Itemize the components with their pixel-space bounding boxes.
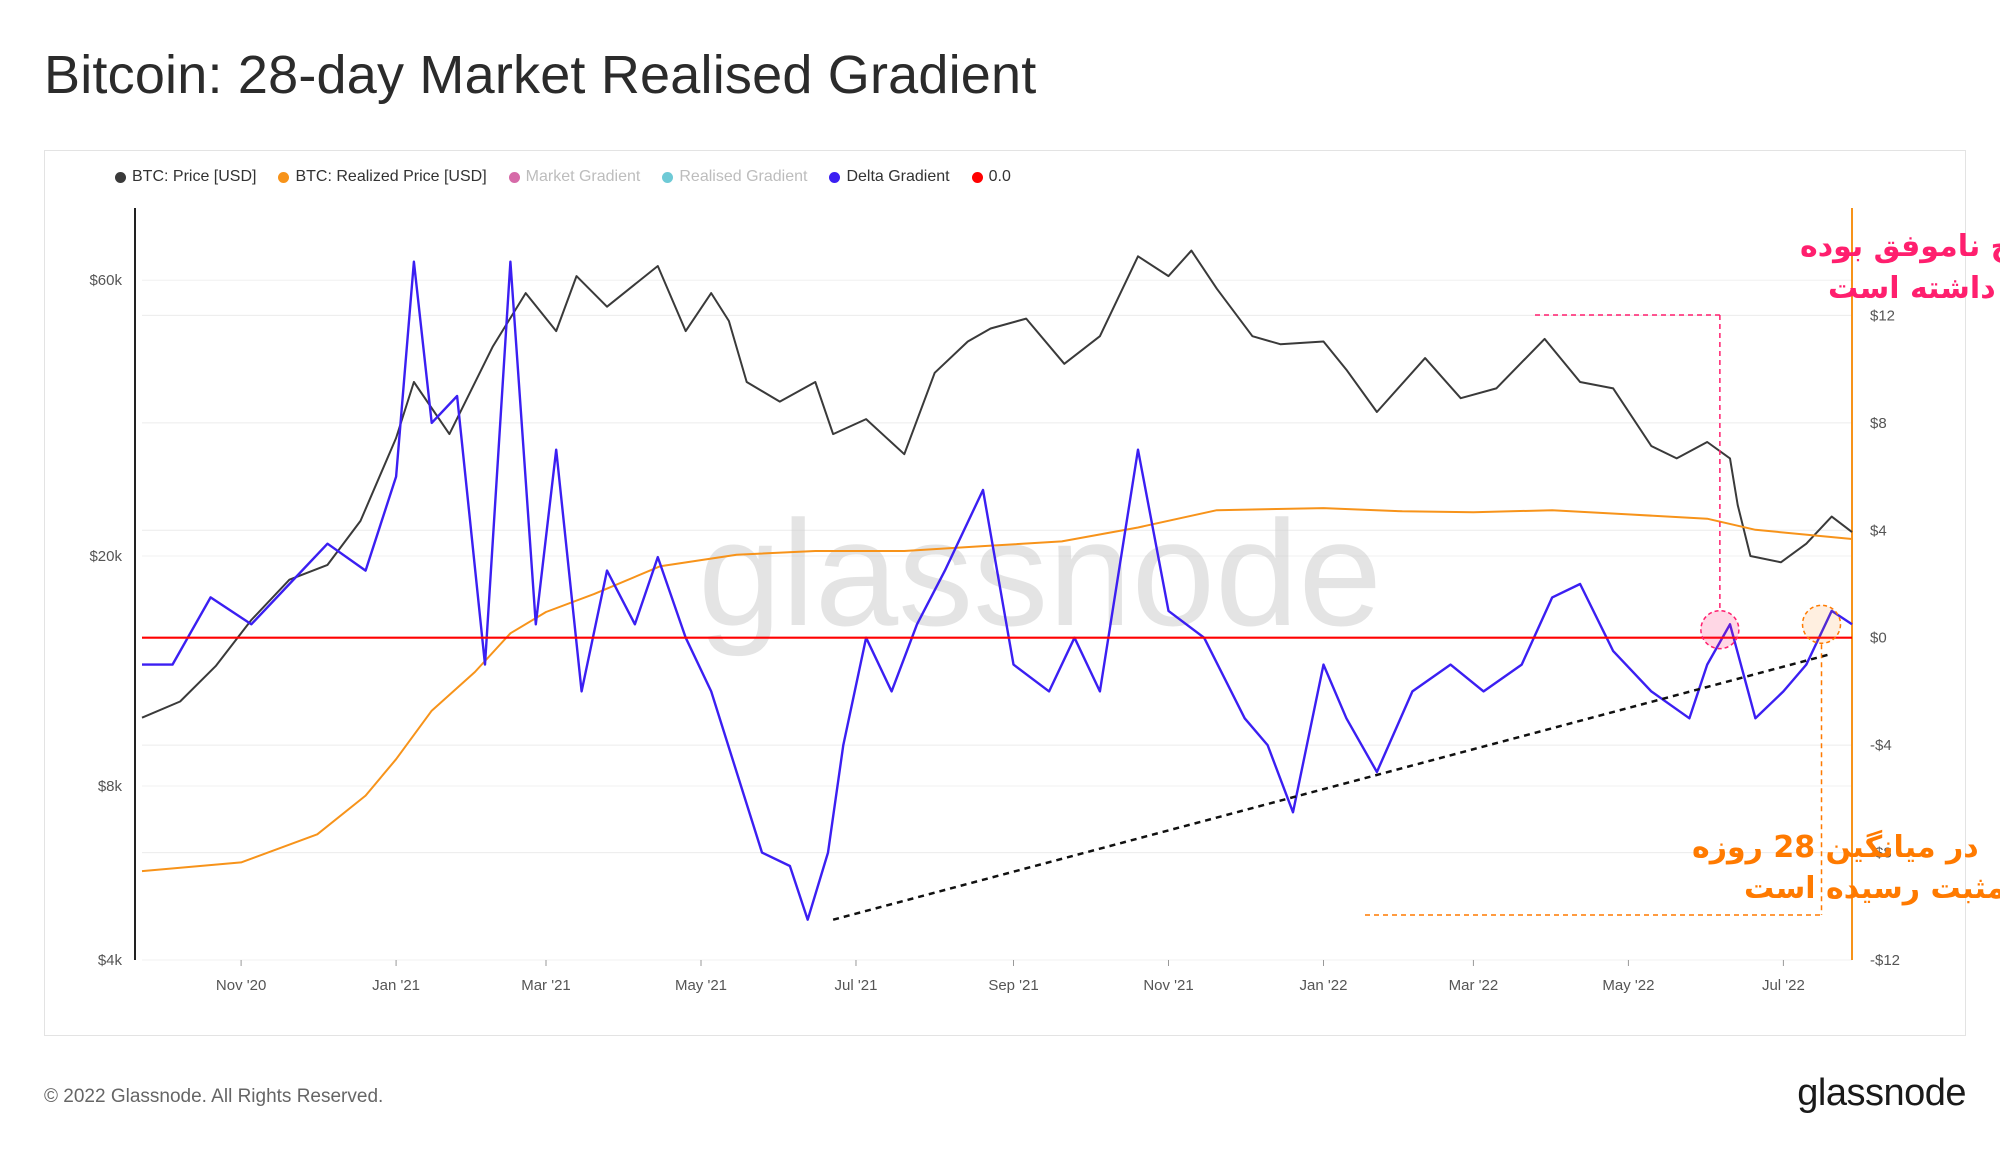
chart-legend: BTC: Price [USD] BTC: Realized Price [US… [115,168,1011,186]
legend-dot [829,171,841,183]
x-tick-label: May '21 [675,977,727,994]
x-tick-label: Nov '21 [1143,977,1193,994]
x-tick-label: Mar '22 [1449,977,1499,994]
legend-item-price[interactable]: BTC: Price [USD] [115,168,256,186]
y-left-tick-label: $20k [89,548,122,565]
x-tick-label: Nov '20 [216,977,266,994]
legend-label: Delta Gradient [846,168,950,185]
y-right-tick-label: $8 [1870,415,1887,432]
legend-label: BTC: Price [USD] [132,168,257,185]
x-tick-label: Jul '21 [835,977,878,994]
annotation-red-line2: و سقوط قیمت را به دنبال داشته است [1828,271,2000,306]
x-tick-label: Jan '22 [1300,977,1348,994]
legend-dot [508,171,520,183]
y-right-tick-label: -$8 [1870,845,1892,862]
annotation-overlays [832,314,1842,921]
highlight-circle-red [1700,609,1740,650]
axes: $4k $8k $20k $60k -$12 -$8 -$4 $0 $4 $8 $12 Nov '20… [89,208,1900,994]
annotation-orange-line2: به مقدار مثبت رسیده است [1744,871,2000,906]
legend-dot [971,171,983,183]
annotation-red-line1: در شکست این سطح ناموفق بوده [1800,229,2000,264]
y-right-tick-label: $4 [1870,522,1887,539]
x-tick-label: Sep '21 [988,977,1038,994]
legend-dot [662,171,674,183]
highlight-circle-orange [1801,604,1842,645]
legend-label: Market Gradient [525,168,641,185]
legend-item-zero-line[interactable]: 0.0 [971,168,1011,186]
legend-dot [115,171,126,183]
y-left-tick-label: $8k [98,778,123,795]
series-line-btc-price-usd [141,249,1853,719]
series-lines [141,249,1853,921]
trend-line [832,652,1832,921]
brand-logo[interactable]: glassnode [1797,1072,1966,1114]
legend-label: Realised Gradient [679,168,808,185]
annotation-orange: در میانگین 28 روزه به مقدار مثبت رسیده ا… [1692,829,2000,906]
legend-dot [278,171,290,183]
y-left-tick-label: $60k [89,272,122,289]
copyright-footer: © 2022 Glassnode. All Rights Reserved. [44,1086,384,1107]
y-right-tick-label: $0 [1870,630,1887,647]
y-right-tick-label: $12 [1870,307,1895,324]
legend-item-realized-price[interactable]: BTC: Realized Price [USD] [278,168,487,186]
legend-item-market-gradient[interactable]: Market Gradient [508,168,641,186]
y-left-tick-label: $4k [98,952,123,969]
legend-item-realised-gradient[interactable]: Realised Gradient [662,168,807,186]
watermark: glassnode [698,489,1382,657]
annotation-red: در شکست این سطح ناموفق بوده و سقوط قیمت … [1800,229,2000,306]
x-tick-label: Jan '21 [372,977,420,994]
legend-label: BTC: Realized Price [USD] [295,168,487,185]
x-tick-label: Mar '21 [521,977,571,994]
legend-label: 0.0 [988,168,1011,185]
x-tick-label: Jul '22 [1762,977,1805,994]
annotation-orange-line1: در میانگین 28 روزه [1692,829,1979,865]
y-right-tick-label: -$4 [1870,737,1892,754]
legend-item-delta-gradient[interactable]: Delta Gradient [829,168,950,186]
page-title: Bitcoin: 28-day Market Realised Gradient [44,45,1037,105]
y-right-tick-label: -$12 [1870,952,1900,969]
series-line-btc-realized-price-usd [141,507,1853,873]
series-line-delta-gradient [142,260,1853,921]
chart-panel [44,150,1966,1036]
x-tick-label: May '22 [1602,977,1654,994]
